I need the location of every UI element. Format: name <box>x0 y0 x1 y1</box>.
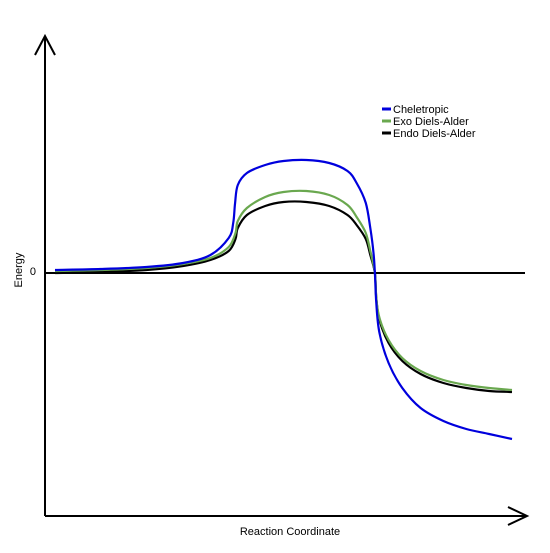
legend: Cheletropic Exo Diels-Alder Endo Diels-A… <box>382 104 476 140</box>
x-axis-label: Reaction Coordinate <box>240 526 340 538</box>
series-line-endo-diels-alder <box>54 200 513 394</box>
series-line-cheletropic <box>54 158 513 441</box>
series-group <box>54 158 513 441</box>
x-axis-arrowhead <box>507 506 530 526</box>
y-axis-arrowhead <box>34 33 56 56</box>
legend-label-exo-diels-alder: Exo Diels-Alder <box>393 116 469 128</box>
y-tick-label-zero: 0 <box>30 266 36 278</box>
series-line-exo-diels-alder <box>54 189 513 392</box>
y-axis-label: Energy <box>13 252 25 287</box>
legend-label-cheletropic: Cheletropic <box>393 104 449 116</box>
legend-label-endo-diels-alder: Endo Diels-Alder <box>393 128 476 140</box>
